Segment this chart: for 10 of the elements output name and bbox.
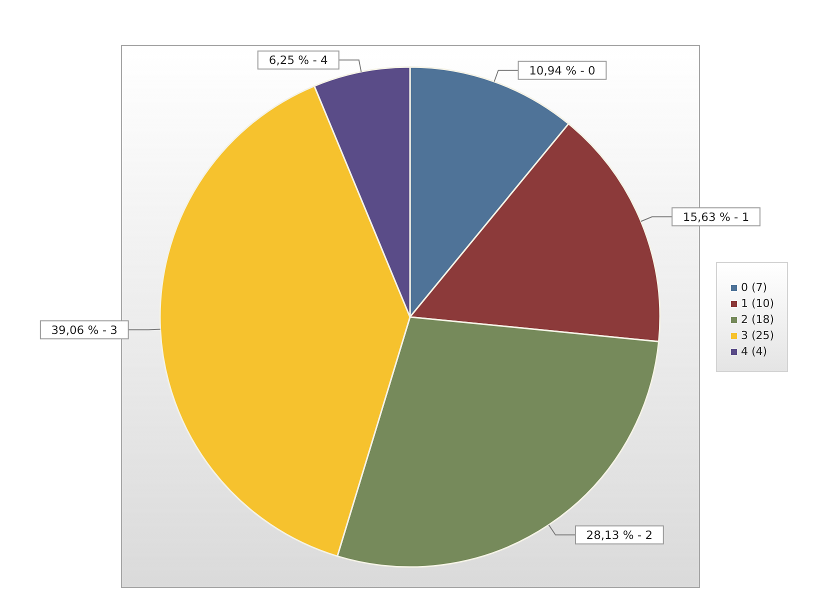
data-label: 15,63 % - 1 [682,210,750,224]
legend-label: 0 (7) [741,281,768,294]
data-label: 39,06 % - 3 [51,322,118,337]
data-label: 6,25 % - 4 [268,53,328,68]
legend-label: 1 (10) [741,297,774,310]
data-label: 10,94 % - 0 [529,63,596,78]
legend-label: 3 (25) [741,329,774,342]
legend-label: 4 (4) [741,345,768,358]
legend-label: 2 (18) [741,313,774,326]
data-label: 28,13 % - 2 [586,528,653,542]
